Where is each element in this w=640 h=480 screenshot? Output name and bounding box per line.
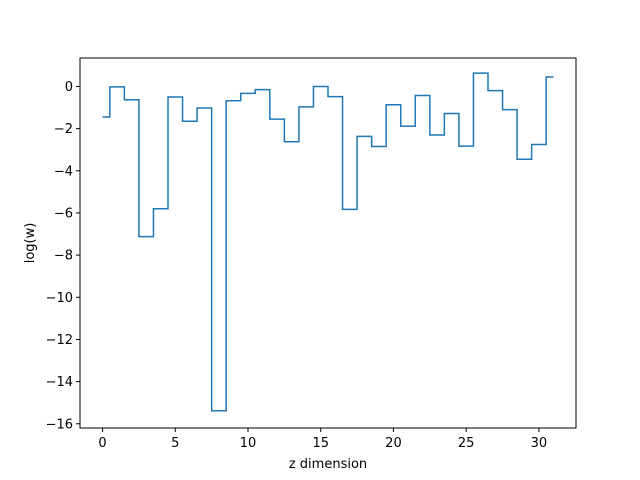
x-tick-label: 0 [98, 436, 106, 451]
y-tick-label: −4 [54, 164, 73, 179]
y-tick-label: −10 [46, 291, 73, 306]
y-tick-label: −2 [54, 122, 73, 137]
y-tick-label: −8 [54, 249, 73, 264]
x-tick-label: 10 [240, 436, 257, 451]
x-tick-label: 15 [312, 436, 329, 451]
x-axis-label: z dimension [289, 457, 367, 472]
x-tick-label: 20 [385, 436, 402, 451]
y-axis-ticks: 0 −2 −4 −6 −8 −10 −12 −14 −16 [46, 80, 80, 432]
x-tick-label: 5 [171, 436, 179, 451]
x-axis-ticks: 0 5 10 15 20 25 30 [98, 428, 547, 451]
x-tick-label: 25 [458, 436, 475, 451]
y-tick-label: −16 [46, 417, 73, 432]
y-axis-label: log(w) [23, 223, 38, 264]
y-tick-label: −6 [54, 206, 73, 221]
y-tick-label: −12 [46, 333, 73, 348]
y-tick-label: 0 [65, 80, 73, 95]
axes-frame [79, 57, 577, 429]
series-step-line [102, 72, 554, 412]
x-tick-label: 30 [531, 436, 548, 451]
y-tick-label: −14 [46, 375, 73, 390]
plot-area [102, 72, 554, 412]
